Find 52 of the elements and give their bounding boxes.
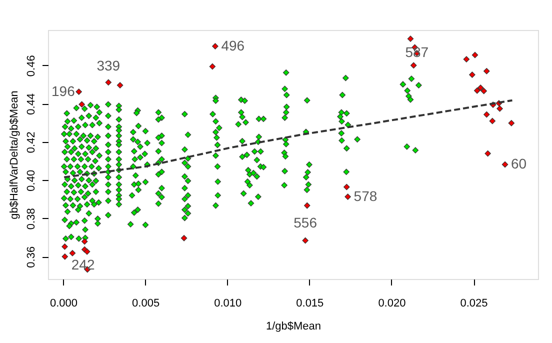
point [508, 120, 515, 126]
point [474, 87, 480, 94]
point [304, 202, 310, 209]
x-tick-label: 0.010 [214, 298, 242, 310]
y-axis-title: gb$HalfVarDelta/gb$Mean [8, 90, 20, 220]
point [472, 52, 478, 58]
y-tick-label: 0.40 [26, 170, 38, 192]
point [302, 237, 308, 244]
x-tick-label: 0.025 [460, 298, 488, 310]
point [212, 43, 218, 50]
annotation: 242 [71, 256, 95, 273]
y-tick-label: 0.36 [26, 246, 38, 268]
point [463, 56, 470, 62]
point [81, 238, 88, 245]
x-tick-label: 0.015 [296, 298, 324, 310]
x-tick-label: 0.020 [378, 298, 406, 310]
y-tick-label: 0.42 [26, 132, 38, 154]
point [496, 105, 503, 112]
y-tick-label: 0.38 [26, 208, 38, 230]
x-tick-label: 0.000 [50, 298, 78, 310]
y-tick-label: 0.46 [26, 55, 38, 77]
point [410, 62, 417, 69]
annotation: 556 [294, 214, 318, 231]
annotation: 339 [96, 57, 120, 74]
point [209, 63, 216, 70]
annotation: 60 [511, 155, 527, 172]
point [502, 161, 508, 168]
annotation: 496 [221, 37, 245, 54]
point [180, 234, 188, 242]
point [76, 88, 82, 95]
point [484, 150, 491, 157]
annotation: 196 [51, 82, 76, 99]
point [116, 82, 124, 88]
point [62, 244, 68, 250]
point [477, 84, 484, 91]
point [84, 248, 90, 255]
y-tick-label: 0.44 [26, 93, 38, 115]
point [407, 36, 414, 42]
point [484, 111, 490, 118]
point [78, 101, 85, 108]
point [344, 194, 351, 200]
point [480, 88, 487, 94]
x-tick-label: 0.005 [132, 298, 160, 310]
point [105, 79, 112, 86]
point [484, 68, 490, 74]
x-axis-title: 1/gb$Mean [266, 320, 322, 332]
point [469, 72, 476, 78]
point [489, 118, 496, 124]
point [344, 184, 350, 190]
point [62, 253, 68, 260]
annotation: 578 [354, 188, 378, 204]
point [69, 250, 76, 256]
